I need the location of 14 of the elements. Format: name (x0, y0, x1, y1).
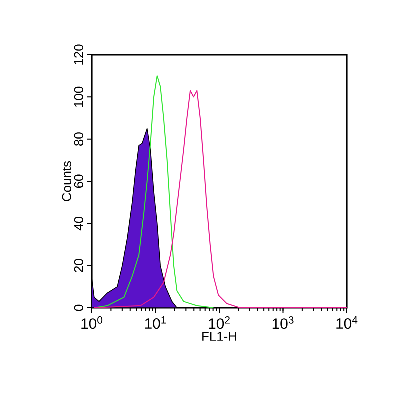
y-tick-label: 40 (74, 216, 84, 231)
y-axis-title: Counts (62, 161, 72, 202)
x-tick-label: 10$^{2}$ (209, 316, 230, 330)
y-tick-label: 0 (74, 304, 84, 312)
x-tick-label: 10$^{4}$ (336, 316, 358, 330)
y-tick-label: 100 (74, 86, 84, 107)
x-axis-title: FL1-H (202, 332, 236, 341)
y-tick-label: 120 (74, 44, 84, 65)
y-tick-label: 20 (74, 259, 84, 272)
x-tick-label: 10$^{1}$ (145, 316, 166, 330)
y-tick-label: 80 (74, 132, 84, 146)
x-tick-label: 10$^{3}$ (272, 316, 294, 330)
y-tick-label: 60 (74, 174, 84, 188)
x-tick-label: 10$^{0}$ (82, 316, 103, 330)
